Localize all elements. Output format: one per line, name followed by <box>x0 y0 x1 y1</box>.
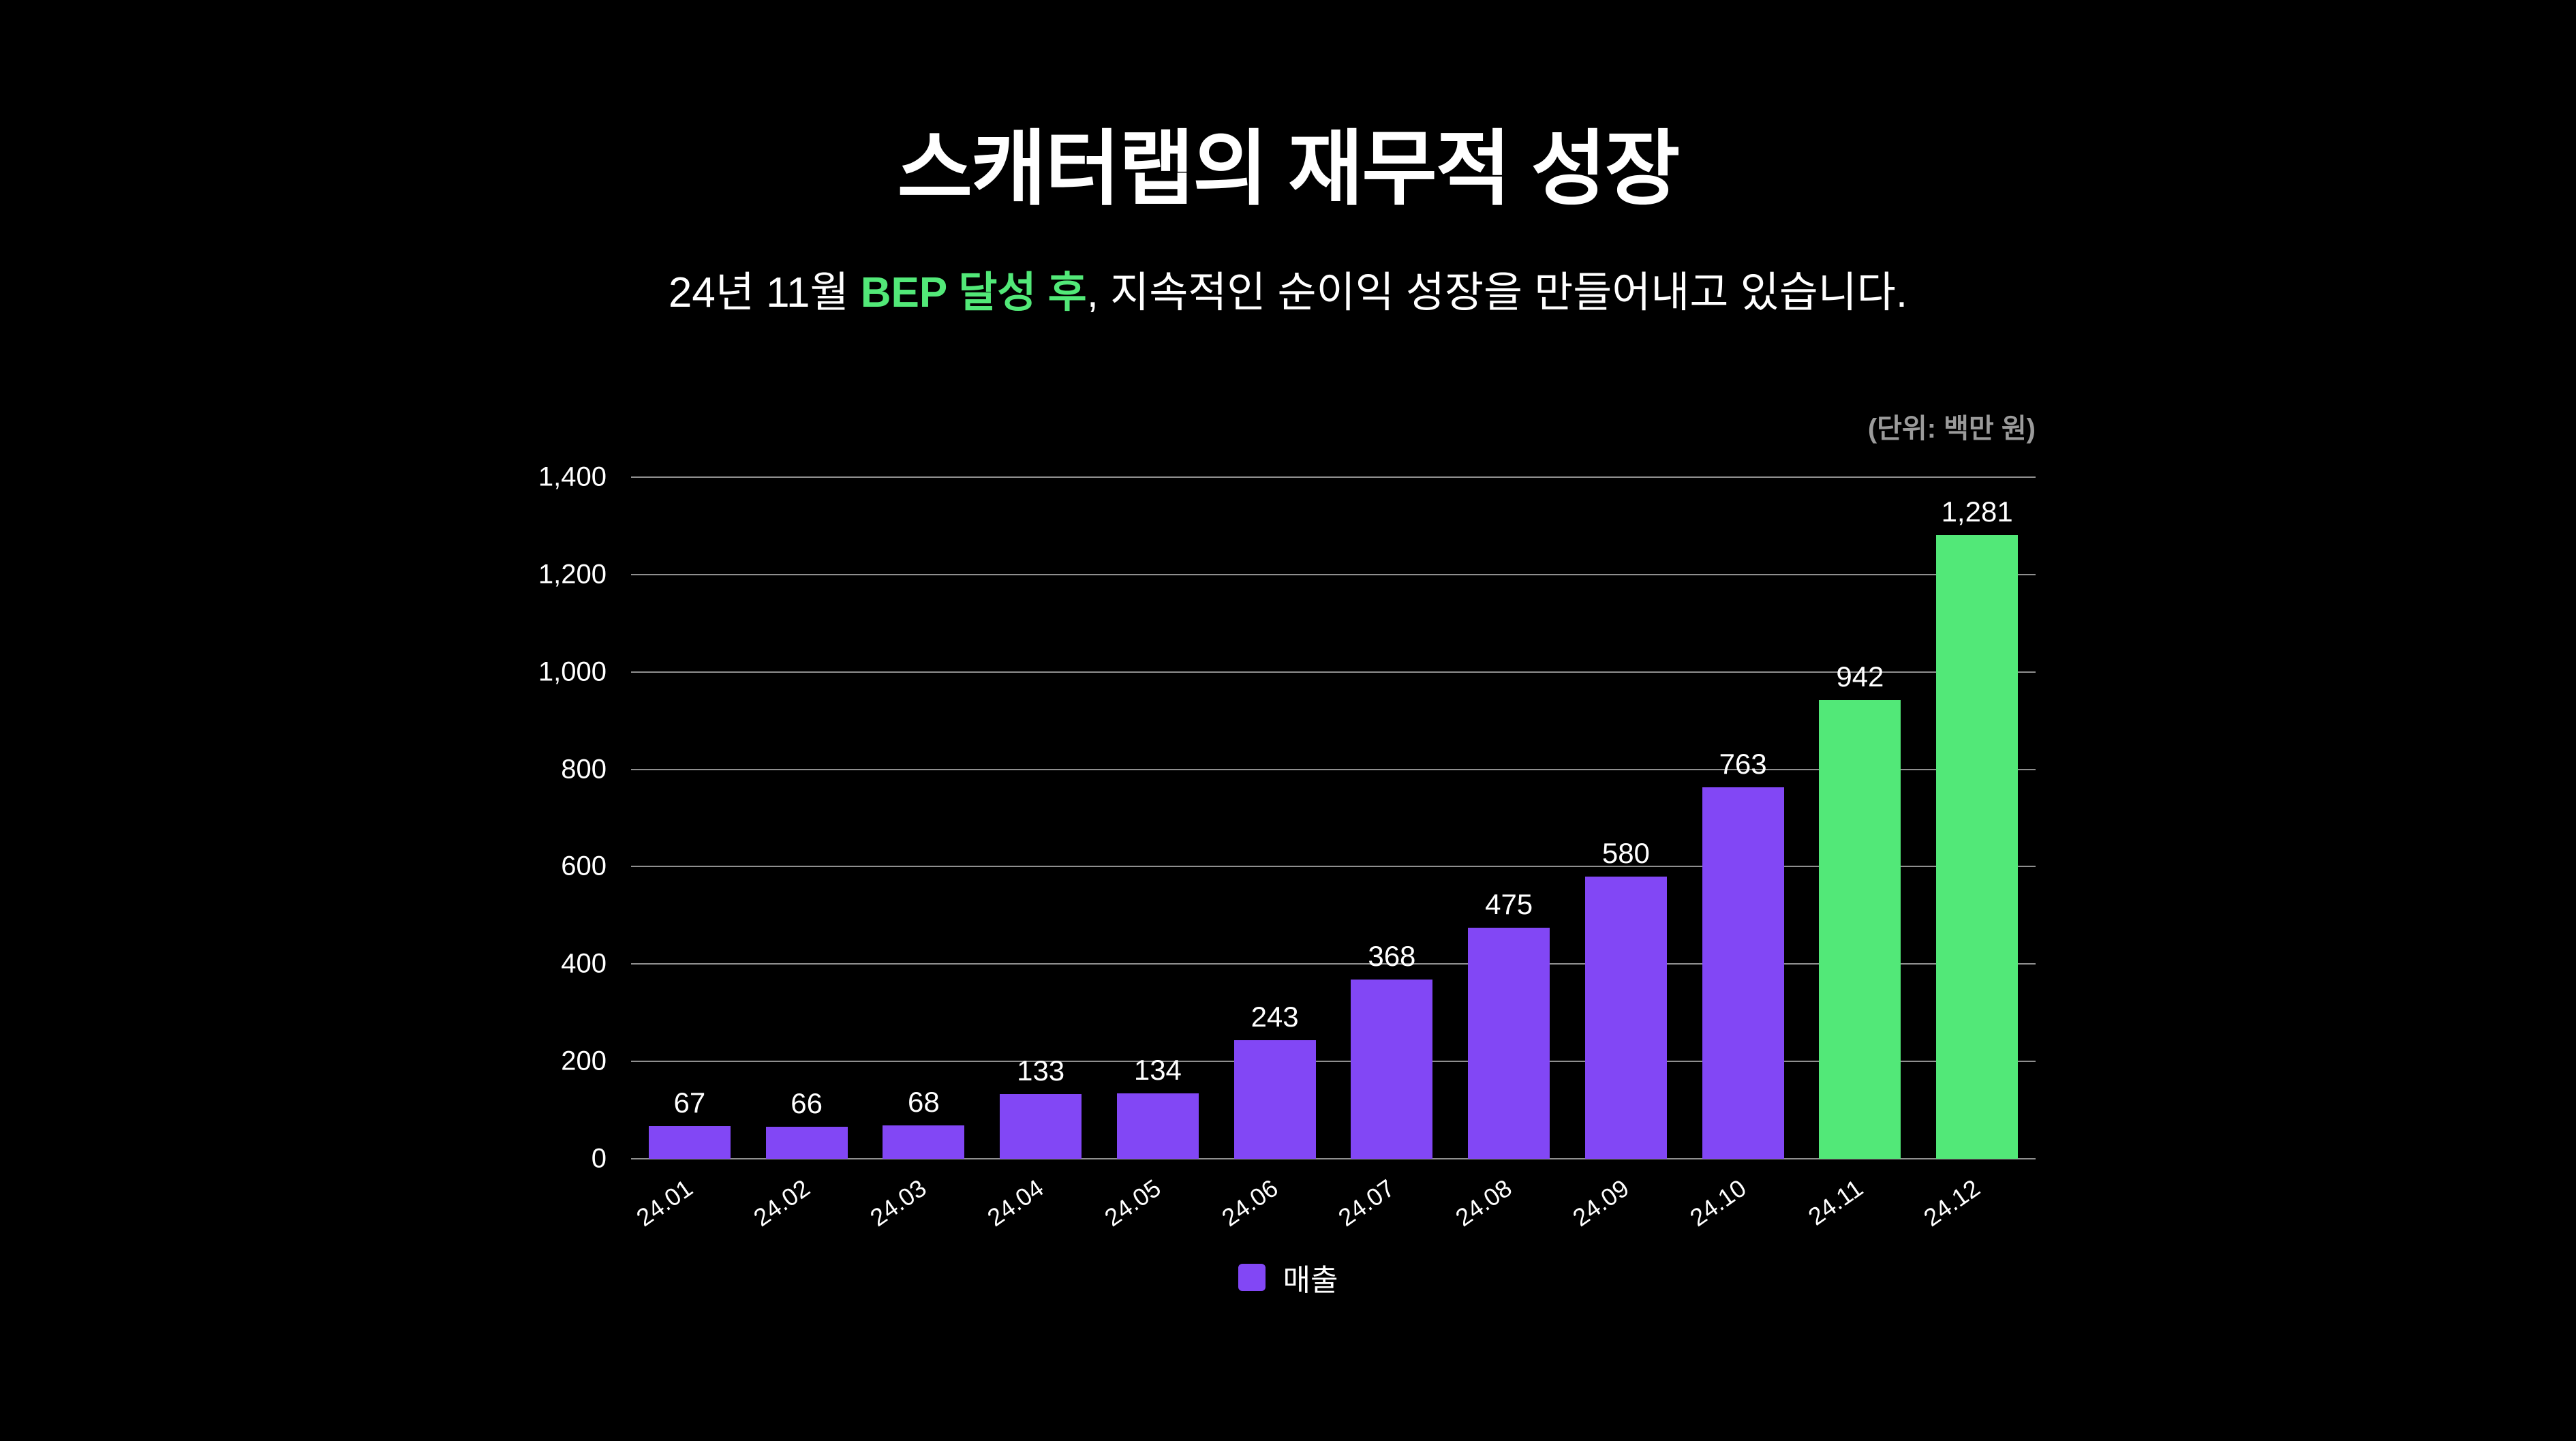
bar-value-24.02: 66 <box>791 1087 823 1119</box>
bar-24.12: 1,281 <box>1936 496 2019 1159</box>
x-axis-tick-24.01: 24.01 <box>631 1173 698 1232</box>
x-axis-tick-24.02: 24.02 <box>748 1173 815 1232</box>
bar-value-24.09: 580 <box>1601 836 1650 869</box>
bar-24.05: 134 <box>1116 1054 1199 1159</box>
unit-label: (단위: 백만 원) <box>1867 414 2036 444</box>
bar-24.08: 475 <box>1468 888 1550 1159</box>
x-axis-tick-24.09: 24.09 <box>1567 1173 1634 1232</box>
y-axis-tick-200: 200 <box>561 1046 607 1076</box>
bar-value-24.10: 763 <box>1719 748 1767 780</box>
bar-24.04: 133 <box>1000 1055 1082 1159</box>
bar-24.09: 580 <box>1584 837 1667 1159</box>
x-axis-tick-24.07: 24.07 <box>1333 1173 1400 1232</box>
bar-24.07: 368 <box>1351 940 1433 1159</box>
gridline-1200 <box>631 573 2036 575</box>
x-axis-tick-24.03: 24.03 <box>865 1173 932 1232</box>
y-axis-tick-600: 600 <box>561 851 607 881</box>
bar-value-24.01: 67 <box>673 1087 706 1119</box>
x-axis-tick-24.06: 24.06 <box>1216 1173 1283 1232</box>
y-axis-tick-0: 0 <box>591 1143 607 1174</box>
x-axis-tick-24.08: 24.08 <box>1450 1173 1517 1232</box>
gridline-1000 <box>631 671 2036 673</box>
bar-value-24.08: 475 <box>1485 888 1533 920</box>
x-axis-tick-24.12: 24.12 <box>1918 1173 1985 1232</box>
gridline-0 <box>631 1158 2036 1159</box>
bar-24.01: 67 <box>648 1087 731 1159</box>
y-axis-tick-1200: 1,200 <box>538 559 607 590</box>
gridline-400 <box>631 963 2036 965</box>
bar-value-24.04: 133 <box>1017 1055 1065 1087</box>
bar-24.03: 68 <box>883 1086 965 1159</box>
y-axis-tick-1000: 1,000 <box>538 656 607 687</box>
bar-24.02: 66 <box>765 1087 848 1159</box>
x-axis-tick-24.04: 24.04 <box>982 1173 1049 1232</box>
gridline-600 <box>631 866 2036 868</box>
x-axis-tick-24.05: 24.05 <box>1099 1173 1166 1232</box>
y-axis-tick-400: 400 <box>561 948 607 979</box>
gridline-800 <box>631 768 2036 770</box>
bar-value-24.05: 134 <box>1133 1054 1182 1087</box>
bar-value-24.12: 1,281 <box>1941 496 2013 528</box>
gridline-1400 <box>631 476 2036 478</box>
bar-chart: 0 200 400 600 800 1,000 1,200 1,400 67 24.01 66 24.… <box>538 462 2036 1232</box>
legend-label: 매출 <box>1283 1264 1338 1297</box>
subtitle: 24년 11월 BEP 달성 후, 지속적인 순이익 성장을 만들어내고 있습니… <box>0 258 2576 319</box>
subtitle-suffix: , 지속적인 순이익 성장을 만들어내고 있습니다. <box>1086 269 1908 316</box>
page-title: 스캐터랩의 재무적 성장 <box>897 123 1681 215</box>
bar-value-24.07: 368 <box>1368 940 1416 973</box>
bar-24.06: 243 <box>1233 1001 1316 1159</box>
bar-24.11: 942 <box>1819 661 1901 1159</box>
subtitle-highlight: BEP 달성 후 <box>860 269 1087 316</box>
bar-value-24.03: 68 <box>908 1086 940 1119</box>
y-axis-tick-800: 800 <box>561 754 607 785</box>
subtitle-prefix: 24년 11월 <box>668 269 861 316</box>
y-axis-tick-1400: 1,400 <box>538 461 607 492</box>
legend-swatch <box>1238 1264 1266 1291</box>
bar-value-24.11: 942 <box>1836 661 1884 693</box>
x-axis-tick-24.11: 24.11 <box>1803 1173 1868 1231</box>
legend: 매출 <box>0 1256 2576 1299</box>
bar-value-24.06: 243 <box>1251 1001 1299 1033</box>
bar-24.10: 763 <box>1702 748 1784 1159</box>
x-axis-tick-24.10: 24.10 <box>1684 1173 1751 1232</box>
gridline-200 <box>631 1061 2036 1063</box>
